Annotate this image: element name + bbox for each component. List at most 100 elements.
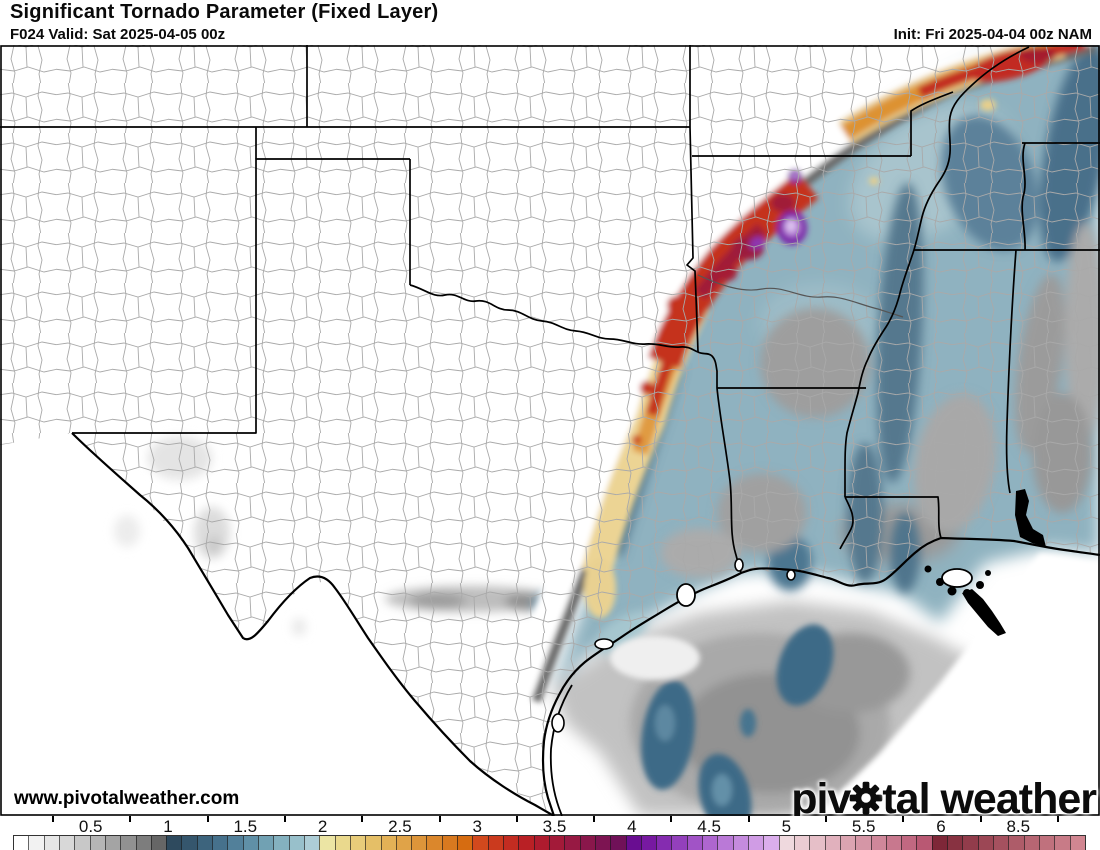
colorbar-cell <box>14 836 29 850</box>
colorbar-cell <box>931 836 948 850</box>
colorbar-cell <box>594 836 611 850</box>
colorbar-cell <box>258 836 274 850</box>
colorbar-cell <box>579 836 595 850</box>
colorbar-cell <box>977 836 993 850</box>
colorbar-cell <box>411 836 427 850</box>
colorbar-cell <box>548 836 565 850</box>
colorbar-cell <box>947 836 963 850</box>
colorbar-cell <box>793 836 810 850</box>
colorbar-tick <box>52 816 55 822</box>
colorbar-label: 8.5 <box>1006 817 1031 836</box>
colorbar-cell <box>901 836 917 850</box>
colorbar-cell <box>441 836 458 850</box>
colorbar-cell <box>150 836 167 850</box>
colorbar-cell <box>656 836 672 850</box>
colorbar-cell <box>702 836 718 850</box>
colorbar-cell <box>74 836 90 850</box>
colorbar-label: 5 <box>781 817 792 836</box>
colorbar-cell <box>778 836 794 850</box>
colorbar-cell <box>28 836 44 850</box>
page-title: Significant Tornado Parameter (Fixed Lay… <box>10 1 439 23</box>
header: Significant Tornado Parameter (Fixed Lay… <box>0 0 1100 45</box>
colorbar-tick <box>283 816 286 822</box>
colorbar-label: 1.5 <box>233 817 258 836</box>
colorbar-cell <box>380 836 396 850</box>
logo-text-right: tal weather <box>882 775 1097 823</box>
colorbar-cell <box>58 836 75 850</box>
colorbar-cell <box>135 836 151 850</box>
colorbar-cell <box>503 836 519 850</box>
colorbar-cell <box>763 836 779 850</box>
colorbar-cell <box>43 836 59 850</box>
colorbar-tick <box>902 816 905 822</box>
colorbar-cell <box>196 836 213 850</box>
arkansas-river <box>697 274 904 318</box>
colorbar-cell <box>181 836 197 850</box>
coastline <box>541 489 1100 816</box>
colorbar <box>13 835 1086 850</box>
colorbar-cell <box>487 836 503 850</box>
watermark-url: www.pivotalweather.com <box>14 788 240 809</box>
colorbar-cell <box>349 836 366 850</box>
valid-time-label: F024 Valid: Sat 2025-04-05 00z <box>10 26 226 43</box>
state-borders <box>0 45 1100 816</box>
colorbar-tick <box>438 816 441 822</box>
colorbar-cell <box>426 836 442 850</box>
colorbar-tick <box>747 816 750 822</box>
map-frame <box>0 45 1100 816</box>
colorbar-tick <box>670 816 673 822</box>
colorbar-cell <box>640 836 657 850</box>
colorbar-cell <box>1054 836 1070 850</box>
colorbar-cell <box>395 836 412 850</box>
colorbar-cell <box>885 836 902 850</box>
colorbar-label: 6 <box>936 817 946 836</box>
forecast-map[interactable] <box>0 45 1100 816</box>
colorbar-cell <box>839 836 856 850</box>
colorbar-cell <box>686 836 703 850</box>
colorbar-cell <box>166 836 182 850</box>
colorbar-label: 4 <box>627 817 637 836</box>
colorbar-cell <box>1023 836 1039 850</box>
colorbar-label: 3 <box>472 817 482 836</box>
colorbar-cell <box>273 836 289 850</box>
colorbar-label: 2.5 <box>388 817 412 836</box>
colorbar-cell <box>227 836 243 850</box>
colorbar-cell <box>1069 836 1085 850</box>
colorbar-cell <box>870 836 886 850</box>
colorbar-cell <box>104 836 121 850</box>
colorbar-cell <box>564 836 580 850</box>
colorbar-cell <box>365 836 381 850</box>
colorbar-cell <box>824 836 840 850</box>
colorbar-tick <box>593 816 596 822</box>
colorbar-tick <box>515 816 518 822</box>
colorbar-cell <box>748 836 764 850</box>
colorbar-cell <box>809 836 825 850</box>
colorbar-tick <box>1056 816 1059 822</box>
colorbar-cell <box>962 836 978 850</box>
colorbar-cell <box>303 836 320 850</box>
colorbar-tick <box>129 816 132 822</box>
colorbar-cell <box>855 836 871 850</box>
colorbar-cell <box>288 836 304 850</box>
colorbar-cell <box>334 836 350 850</box>
colorbar-cell <box>732 836 748 850</box>
colorbar-cell <box>242 836 258 850</box>
colorbar-label: 5.5 <box>851 817 876 836</box>
colorbar-tick <box>825 816 828 822</box>
colorbar-cell <box>89 836 105 850</box>
colorbar-cell <box>319 836 335 850</box>
colorbar-tick <box>206 816 209 822</box>
colorbar-cell <box>916 836 932 850</box>
colorbar-cell <box>120 836 136 850</box>
colorbar-cell <box>472 836 488 850</box>
gear-icon <box>848 778 884 827</box>
colorbar-cell <box>518 836 534 850</box>
colorbar-label: 0.5 <box>78 817 103 836</box>
colorbar-cell <box>1038 836 1055 850</box>
colorbar-legend: 0.5 1 1.5 2 2.5 3 3.5 4 4.5 5 5.5 6 8.5 <box>0 816 1100 850</box>
colorbar-cell <box>610 836 626 850</box>
colorbar-cell <box>625 836 641 850</box>
colorbar-cell <box>717 836 733 850</box>
colorbar-cell <box>671 836 687 850</box>
colorbar-cell <box>212 836 228 850</box>
